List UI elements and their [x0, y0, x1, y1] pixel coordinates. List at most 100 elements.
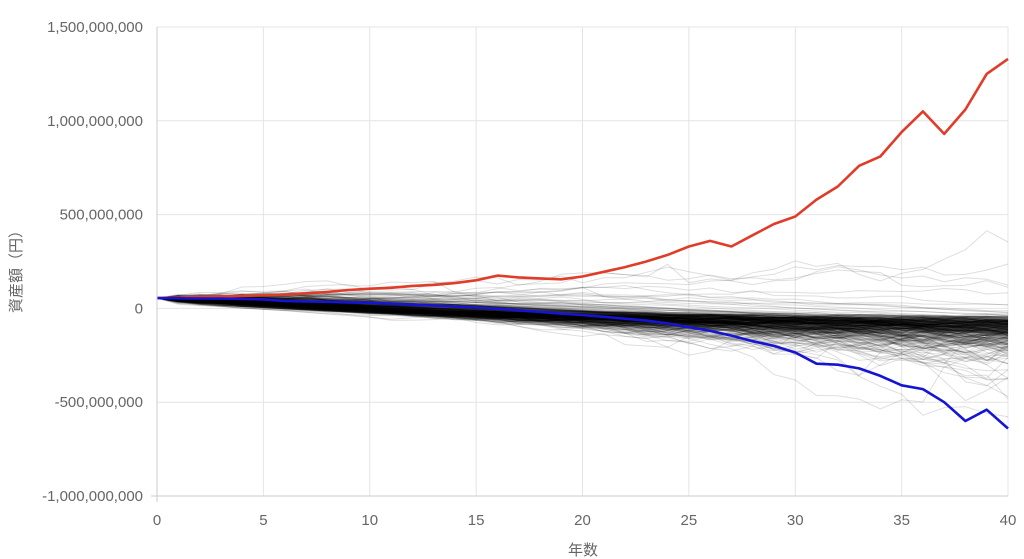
- simulation-path: [156, 297, 1009, 324]
- y-tick-label: 500,000,000: [60, 207, 143, 224]
- simulation-path: [156, 297, 1009, 335]
- simulation-path: [156, 297, 1008, 335]
- simulation-path: [156, 297, 1009, 326]
- simulation-path: [156, 297, 1009, 333]
- simulation-path: [156, 297, 1009, 338]
- simulation-path: [156, 297, 1009, 337]
- simulation-path: [156, 297, 1009, 365]
- simulation-path: [156, 295, 1009, 333]
- x-tick-label: 20: [574, 512, 591, 529]
- simulation-path: [156, 297, 1009, 325]
- simulation-path: [156, 297, 1009, 344]
- simulation-path: [156, 297, 1009, 335]
- simulation-path: [156, 297, 1009, 341]
- simulation-path: [156, 295, 1009, 337]
- best-case-series-line: [156, 57, 1009, 300]
- simulation-path: [156, 297, 1009, 339]
- x-tick-label: 30: [787, 512, 804, 529]
- simulation-path: [156, 297, 1009, 345]
- simulation-path: [156, 297, 1009, 354]
- simulation-path: [156, 293, 1009, 324]
- simulation-path: [156, 297, 1009, 325]
- simulation-path: [156, 297, 1009, 372]
- simulation-path: [156, 297, 1009, 344]
- simulation-path: [156, 297, 1009, 353]
- simulation-path: [156, 297, 1009, 329]
- simulation-path: [156, 297, 1009, 330]
- y-tick-label: 0: [135, 300, 143, 317]
- simulation-path: [156, 297, 1009, 379]
- simulation-path: [156, 297, 1009, 366]
- simulation-path: [156, 297, 1009, 330]
- simulation-path: [156, 297, 1009, 334]
- simulation-path: [156, 297, 1009, 379]
- x-tick-label: 35: [893, 512, 910, 529]
- simulation-path: [156, 292, 1009, 325]
- simulation-path: [156, 297, 1009, 334]
- simulation-path: [156, 296, 1009, 329]
- simulation-path: [156, 297, 1009, 364]
- simulation-path: [156, 297, 1009, 345]
- simulation-path: [156, 297, 1009, 337]
- simulation-path: [156, 297, 1009, 387]
- simulation-path: [156, 297, 1009, 337]
- simulation-path: [156, 297, 1009, 337]
- simulation-path: [156, 297, 1009, 343]
- simulation-path: [156, 297, 1009, 322]
- simulation-path: [156, 297, 1009, 336]
- simulation-path: [156, 297, 1009, 333]
- simulation-path: [156, 294, 1009, 323]
- simulation-path: [156, 297, 1009, 324]
- simulation-path: [156, 297, 1009, 340]
- simulation-path: [156, 297, 1009, 359]
- simulation-path: [156, 296, 1009, 336]
- simulation-path: [156, 294, 1009, 329]
- simulation-path: [156, 297, 1009, 345]
- y-tick-label: -1,000,000,000: [42, 488, 143, 505]
- simulation-path: [156, 297, 1009, 330]
- simulation-path: [156, 294, 1009, 326]
- simulation-path: [156, 297, 1009, 333]
- simulation-path: [156, 297, 1009, 353]
- simulation-path: [156, 297, 1009, 348]
- simulation-path: [156, 297, 1009, 325]
- y-axis-tick-labels: -1,000,000,000 -500,000,000 0 500,000,000 1,…: [42, 19, 143, 505]
- simulation-path: [156, 297, 1009, 353]
- simulation-path: [156, 297, 1009, 323]
- x-tick-label: 10: [361, 512, 378, 529]
- simulation-path: [156, 297, 1009, 332]
- simulation-path: [156, 297, 1009, 331]
- x-tick-label: 25: [681, 512, 698, 529]
- simulation-path: [156, 297, 1009, 338]
- simulation-path: [156, 297, 1009, 326]
- simulation-path: [156, 292, 1009, 320]
- simulation-path: [156, 297, 1009, 330]
- simulation-path: [156, 297, 1009, 324]
- simulation-path: [156, 297, 1009, 332]
- simulation-path: [156, 297, 1009, 329]
- simulation-path: [156, 297, 1009, 334]
- grid-lines: [156, 26, 1009, 497]
- simulation-path: [156, 297, 1009, 329]
- simulation-path: [156, 297, 1009, 323]
- simulation-path: [156, 293, 1009, 332]
- simulation-path: [156, 288, 1009, 327]
- simulation-path: [156, 297, 1009, 345]
- simulation-path: [156, 297, 1009, 359]
- simulation-path: [156, 297, 1009, 341]
- simulation-path: [156, 297, 1009, 348]
- simulation-path: [156, 297, 1009, 332]
- simulation-path: [156, 296, 1009, 325]
- simulation-path: [156, 297, 1009, 337]
- simulation-path: [156, 297, 1009, 333]
- simulation-path: [156, 291, 1009, 323]
- simulation-path: [156, 297, 1009, 343]
- simulation-path: [156, 297, 1009, 402]
- simulation-path: [156, 297, 1009, 338]
- simulation-path: [156, 296, 1009, 338]
- simulation-path: [156, 297, 1009, 341]
- simulation-path: [156, 297, 1009, 360]
- simulation-path: [156, 297, 1009, 341]
